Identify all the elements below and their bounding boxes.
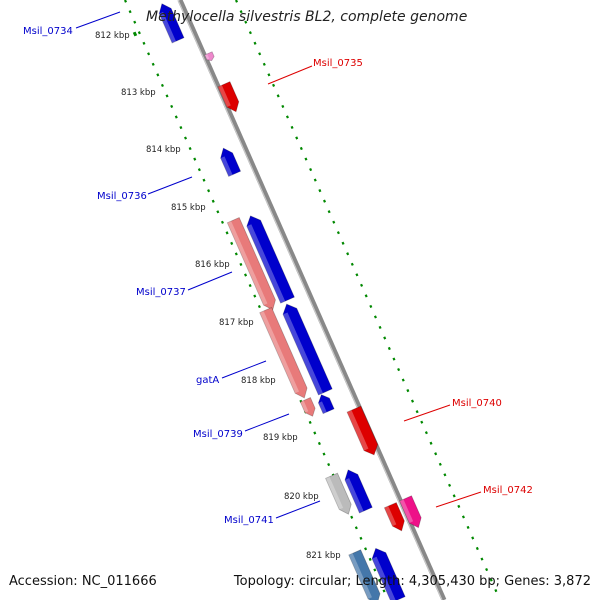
gene-label[interactable]: Msil_0735 [313,58,363,69]
gene-label[interactable]: Msil_0734 [23,26,73,37]
rna-gene-a [226,217,276,311]
rna-gene-c [299,397,316,417]
kbp-label: 812 kbp [95,31,130,41]
gene-msil-0737 [246,215,295,304]
kbp-label: 814 kbp [146,145,181,155]
gene-msil-0742b [399,495,422,529]
gene-features [158,3,422,600]
gene-label-leader [147,176,193,195]
kbp-label: 820 kbp [284,492,319,502]
gene-msil-0736 [220,147,242,177]
kbp-label: 818 kbp [241,376,276,386]
gene-label-leader [403,404,451,422]
gene-labels: Msil_0734 Msil_0735 Msil_0736 Msil_0737 gatA… [23,11,533,526]
gene-label-leader [221,360,267,379]
gene-small-pink [204,51,215,62]
accession-text: Accession: NC_011666 [9,574,157,589]
gene-msil-0734 [158,3,185,44]
gene-label[interactable]: Msil_0739 [193,429,243,440]
genome-backbone-highlight [177,0,443,600]
kbp-label: 816 kbp [195,260,230,270]
gene-label-leader [267,65,313,85]
gene-msil-0735 [217,81,240,113]
gene-label[interactable]: gatA [196,375,219,386]
kbp-label: 821 kbp [306,551,341,561]
gene-lower-steel [348,549,381,600]
gene-label-leader [75,11,121,29]
kbp-labels: 812 kbp 813 kbp 814 kbp 815 kbp 816 kbp 817 k… [95,31,341,561]
gene-label-leader [187,271,233,291]
gene-msil-0740 [346,405,379,456]
pseudo-gene [325,472,352,515]
kbp-label: 817 kbp [219,318,254,328]
gene-label[interactable]: Msil_0740 [452,398,502,409]
gene-label-leader [244,413,290,432]
gene-label[interactable]: Msil_0741 [224,515,274,526]
kbp-label: 815 kbp [171,203,206,213]
kbp-label: 813 kbp [121,88,156,98]
genome-title: Methylocella silvestris BL2, complete ge… [146,9,468,25]
gene-label-leader [275,500,321,519]
gene-label[interactable]: Msil_0736 [97,191,147,202]
gene-label-leader [435,491,482,508]
gene-gata [282,303,333,396]
kbp-label: 819 kbp [263,433,298,443]
major-ticks [132,31,138,37]
genome-summary-text: Topology: circular; Length: 4,305,430 bp… [233,574,591,589]
rna-gene-b [259,306,308,399]
gene-msil-0739 [317,394,335,415]
gene-label[interactable]: Msil_0742 [483,485,533,496]
gene-label[interactable]: Msil_0737 [136,287,186,298]
gene-msil-0742 [383,502,405,532]
gene-msil-0741 [344,469,373,514]
